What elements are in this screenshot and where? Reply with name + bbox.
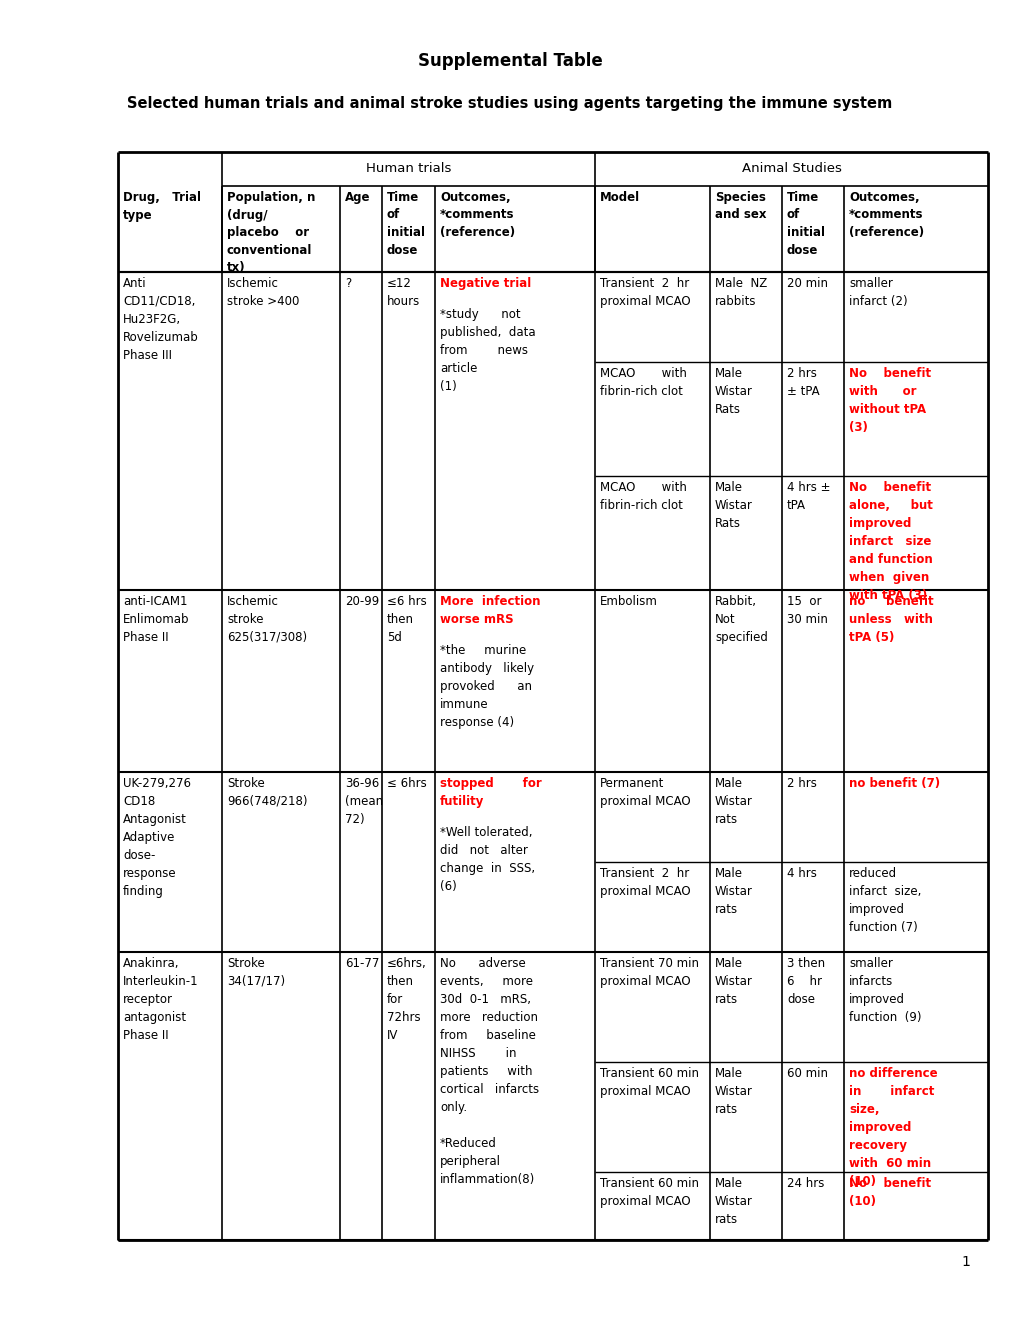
- Text: reduced
infarct  size,
improved
function (7): reduced infarct size, improved function …: [848, 867, 920, 935]
- Text: Male
Wistar
rats: Male Wistar rats: [714, 957, 752, 1006]
- Text: 2 hrs: 2 hrs: [787, 777, 816, 789]
- Text: Model: Model: [599, 191, 640, 205]
- Text: *the     murine
antibody   likely
provoked      an
immune
response (4): *the murine antibody likely provoked an …: [439, 626, 534, 729]
- Text: Male
Wistar
rats: Male Wistar rats: [714, 1067, 752, 1115]
- Text: *Well tolerated,
did   not   alter
change  in  SSS,
(6): *Well tolerated, did not alter change in…: [439, 808, 535, 894]
- Text: Transient 60 min
proximal MCAO: Transient 60 min proximal MCAO: [599, 1177, 698, 1208]
- Text: Species
and sex: Species and sex: [714, 191, 765, 222]
- Text: 15  or
30 min: 15 or 30 min: [787, 595, 827, 626]
- Text: 20-99: 20-99: [344, 595, 379, 609]
- Text: no     benefit
unless   with
tPA (5): no benefit unless with tPA (5): [848, 595, 932, 644]
- Text: Drug,   Trial
type: Drug, Trial type: [123, 191, 201, 222]
- Text: Anakinra,
Interleukin-1
receptor
antagonist
Phase II: Anakinra, Interleukin-1 receptor antagon…: [123, 957, 199, 1041]
- Text: 60 min: 60 min: [787, 1067, 827, 1080]
- Text: ≤12
hours: ≤12 hours: [386, 277, 420, 308]
- Text: Stroke
34(17/17): Stroke 34(17/17): [227, 957, 285, 987]
- Text: Transient  2  hr
proximal MCAO: Transient 2 hr proximal MCAO: [599, 867, 690, 898]
- Text: No    benefit
alone,     but
improved
infarct   size
and function
when  given
wi: No benefit alone, but improved infarct s…: [848, 480, 932, 602]
- Text: Male
Wistar
rats: Male Wistar rats: [714, 867, 752, 916]
- Text: Transient  2  hr
proximal MCAO: Transient 2 hr proximal MCAO: [599, 277, 690, 308]
- Text: 36-96
(mean
72): 36-96 (mean 72): [344, 777, 383, 826]
- Text: Permanent
proximal MCAO: Permanent proximal MCAO: [599, 777, 690, 808]
- Text: Rabbit,
Not
specified: Rabbit, Not specified: [714, 595, 767, 644]
- Text: No    benefit
(10): No benefit (10): [848, 1177, 930, 1208]
- Text: Male
Wistar
rats: Male Wistar rats: [714, 1177, 752, 1226]
- Text: ≤ 6hrs: ≤ 6hrs: [386, 777, 426, 789]
- Text: 3 then
6    hr
dose: 3 then 6 hr dose: [787, 957, 824, 1006]
- Text: Age: Age: [344, 191, 370, 205]
- Text: no benefit (7): no benefit (7): [848, 777, 940, 789]
- Text: stopped       for
futility: stopped for futility: [439, 777, 541, 808]
- Text: smaller
infarct (2): smaller infarct (2): [848, 277, 907, 308]
- Text: Time
of
initial
dose: Time of initial dose: [386, 191, 425, 256]
- Text: Stroke
966(748/218): Stroke 966(748/218): [227, 777, 307, 808]
- Text: Animal Studies: Animal Studies: [741, 162, 841, 176]
- Text: Negative trial: Negative trial: [439, 277, 531, 290]
- Text: Transient 60 min
proximal MCAO: Transient 60 min proximal MCAO: [599, 1067, 698, 1098]
- Text: No    benefit
with      or
without tPA
(3): No benefit with or without tPA (3): [848, 367, 930, 434]
- Text: MCAO       with
fibrin-rich clot: MCAO with fibrin-rich clot: [599, 480, 686, 512]
- Text: MCAO       with
fibrin-rich clot: MCAO with fibrin-rich clot: [599, 367, 686, 399]
- Text: no difference
in       infarct
size,
improved
recovery
with  60 min
(10): no difference in infarct size, improved …: [848, 1067, 936, 1188]
- Text: Embolism: Embolism: [599, 595, 657, 609]
- Text: Human trials: Human trials: [366, 162, 450, 176]
- Text: Supplemental Table: Supplemental Table: [417, 51, 602, 70]
- Text: 1: 1: [960, 1255, 969, 1269]
- Text: Anti
CD11/CD18,
Hu23F2G,
Rovelizumab
Phase III: Anti CD11/CD18, Hu23F2G, Rovelizumab Pha…: [123, 277, 199, 362]
- Text: Male
Wistar
Rats: Male Wistar Rats: [714, 480, 752, 531]
- Text: *study      not
published,  data
from        news
article
(1): *study not published, data from news art…: [439, 290, 535, 393]
- Text: More  infection
worse mRS: More infection worse mRS: [439, 595, 540, 626]
- Text: Time
of
initial
dose: Time of initial dose: [787, 191, 824, 256]
- Text: Outcomes,
*comments
(reference): Outcomes, *comments (reference): [848, 191, 923, 239]
- Text: smaller
infarcts
improved
function  (9): smaller infarcts improved function (9): [848, 957, 920, 1024]
- Text: Male
Wistar
Rats: Male Wistar Rats: [714, 367, 752, 416]
- Text: Transient 70 min
proximal MCAO: Transient 70 min proximal MCAO: [599, 957, 698, 987]
- Text: Outcomes,
*comments
(reference): Outcomes, *comments (reference): [439, 191, 515, 239]
- Text: ?: ?: [344, 277, 351, 290]
- Text: ≤6hrs,
then
for
72hrs
IV: ≤6hrs, then for 72hrs IV: [386, 957, 426, 1041]
- Text: Population, n
(drug/
placebo    or
conventional
tx): Population, n (drug/ placebo or conventi…: [227, 191, 315, 275]
- Text: Male  NZ
rabbits: Male NZ rabbits: [714, 277, 766, 308]
- Text: No      adverse
events,     more
30d  0-1   mRS,
more   reduction
from     basel: No adverse events, more 30d 0-1 mRS, mor…: [439, 957, 539, 1185]
- Text: 61-77: 61-77: [344, 957, 379, 970]
- Text: UK-279,276
CD18
Antagonist
Adaptive
dose-
response
finding: UK-279,276 CD18 Antagonist Adaptive dose…: [123, 777, 191, 898]
- Text: ≤6 hrs
then
5d: ≤6 hrs then 5d: [386, 595, 426, 644]
- Text: anti-ICAM1
Enlimomab
Phase II: anti-ICAM1 Enlimomab Phase II: [123, 595, 190, 644]
- Text: 20 min: 20 min: [787, 277, 827, 290]
- Text: Selected human trials and animal stroke studies using agents targeting the immun: Selected human trials and animal stroke …: [127, 96, 892, 111]
- Text: Male
Wistar
rats: Male Wistar rats: [714, 777, 752, 826]
- Text: 2 hrs
± tPA: 2 hrs ± tPA: [787, 367, 819, 399]
- Text: Ischemic
stroke
625(317/308): Ischemic stroke 625(317/308): [227, 595, 307, 644]
- Text: 4 hrs ±
tPA: 4 hrs ± tPA: [787, 480, 829, 512]
- Text: 24 hrs: 24 hrs: [787, 1177, 823, 1191]
- Text: 4 hrs: 4 hrs: [787, 867, 816, 880]
- Text: Ischemic
stroke >400: Ischemic stroke >400: [227, 277, 300, 308]
